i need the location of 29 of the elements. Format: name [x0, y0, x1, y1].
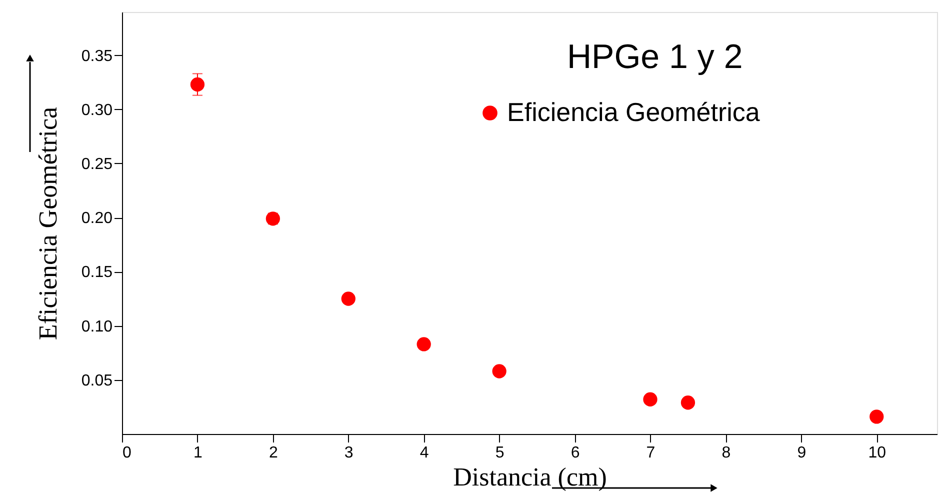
y-tick-label: 0.20 [81, 210, 113, 228]
point [341, 292, 356, 306]
point [680, 396, 696, 410]
y-tick-label: 0.05 [81, 372, 113, 390]
legend-label: Eficiencia Geométrica [507, 97, 760, 127]
x-tick-label: 10 [868, 444, 886, 462]
x-tick-label: 2 [268, 444, 278, 462]
x-tick-label: 3 [344, 444, 354, 462]
y-tick-label: 0.10 [81, 318, 113, 336]
x-tick-label: 6 [570, 444, 580, 462]
y-tick-label: 0.30 [81, 102, 113, 119]
y-tick-label: 0.35 [81, 48, 113, 65]
point [870, 410, 884, 424]
x-tick-label: 8 [722, 444, 731, 462]
x-tick-label: 4 [420, 444, 429, 462]
x-tick-label: 0 [122, 444, 132, 462]
x-axis-title: Distancia (cm) [453, 462, 607, 492]
point [492, 364, 506, 378]
x-tick-label: 7 [646, 444, 656, 462]
point [643, 392, 658, 406]
text: HPGe 1 y 2 [567, 38, 743, 76]
y-tick-label: 0.25 [81, 156, 113, 173]
y-axis-title: Eficiencia Geométrica [33, 106, 62, 340]
x-tick-label: 5 [495, 444, 504, 462]
x-tick-label: 9 [797, 444, 806, 462]
x-tick-label: 1 [194, 444, 203, 462]
point [416, 337, 431, 352]
point [190, 77, 205, 92]
y-tick-label: 0.15 [81, 264, 113, 282]
